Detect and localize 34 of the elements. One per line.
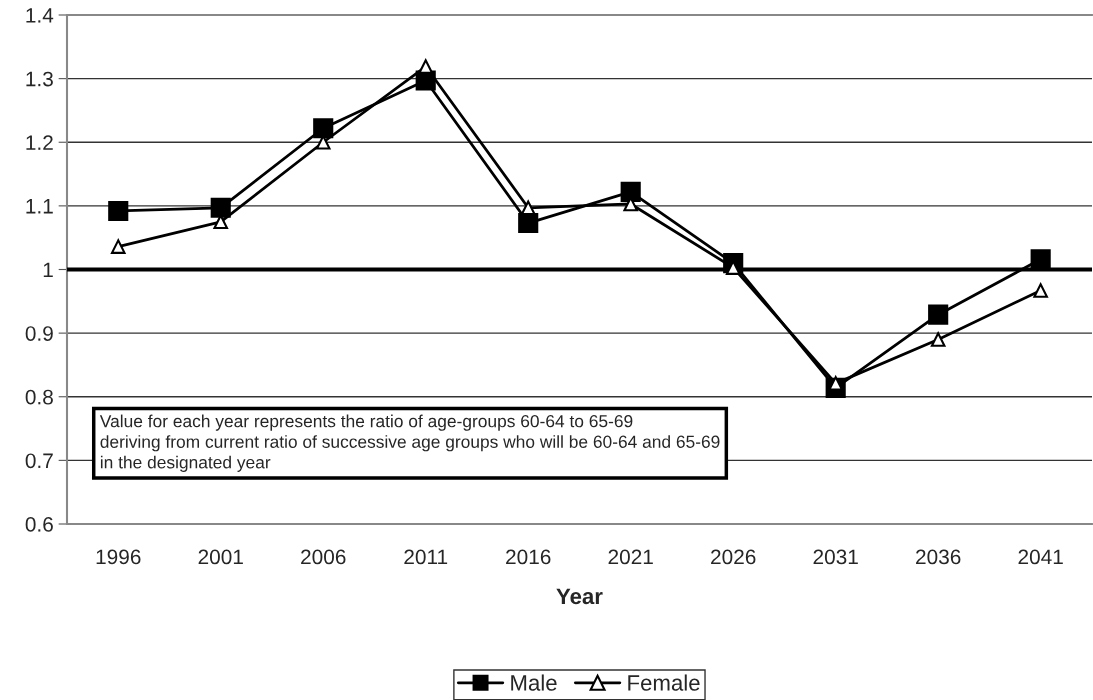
x-tick-label: 2006 [301, 549, 346, 565]
point [620, 181, 641, 202]
point [1033, 283, 1048, 298]
y-tick-label: 1.3 [26, 71, 53, 87]
x-tick-label: 2021 [608, 549, 653, 565]
point [210, 197, 231, 218]
legend-label: Female [628, 674, 700, 691]
y-tick-label: 0.7 [25, 453, 53, 469]
x-tick-label: 2031 [813, 549, 858, 565]
x-axis-title: Year [556, 588, 603, 605]
y-tick-label: 0.8 [25, 389, 53, 405]
y-tick-label: 1.2 [26, 135, 53, 150]
point [313, 118, 334, 139]
y-tick-label: 0.6 [25, 517, 53, 532]
x-tick-label: 2001 [198, 549, 243, 565]
point [1030, 249, 1051, 270]
point [930, 332, 946, 347]
point [928, 304, 949, 325]
x-tick-label: 2011 [404, 549, 448, 565]
annotation: Value for each year represents the ratio of age-groups 60-64 to 65-69 deriving from current ratio of successive age groups who will be 60-64 and 65-69 in the designated year [99, 414, 720, 472]
point [108, 200, 129, 222]
x-tick-label: 1996 [96, 549, 141, 565]
y-tick-label: 0.9 [25, 326, 53, 341]
x-tick-label: 2026 [711, 549, 756, 565]
x-tick-label: 2036 [916, 549, 961, 565]
y-tick-label: 1.1 [26, 199, 53, 214]
point [418, 59, 434, 74]
x-tick-label: 2041 [1018, 549, 1063, 565]
legend-label: Male [511, 674, 557, 691]
point [518, 212, 539, 234]
point [110, 239, 126, 254]
x-tick-label: 2016 [506, 549, 551, 565]
y-tick-label: 1 [43, 262, 53, 278]
y-tick-label: 1.4 [26, 8, 54, 23]
